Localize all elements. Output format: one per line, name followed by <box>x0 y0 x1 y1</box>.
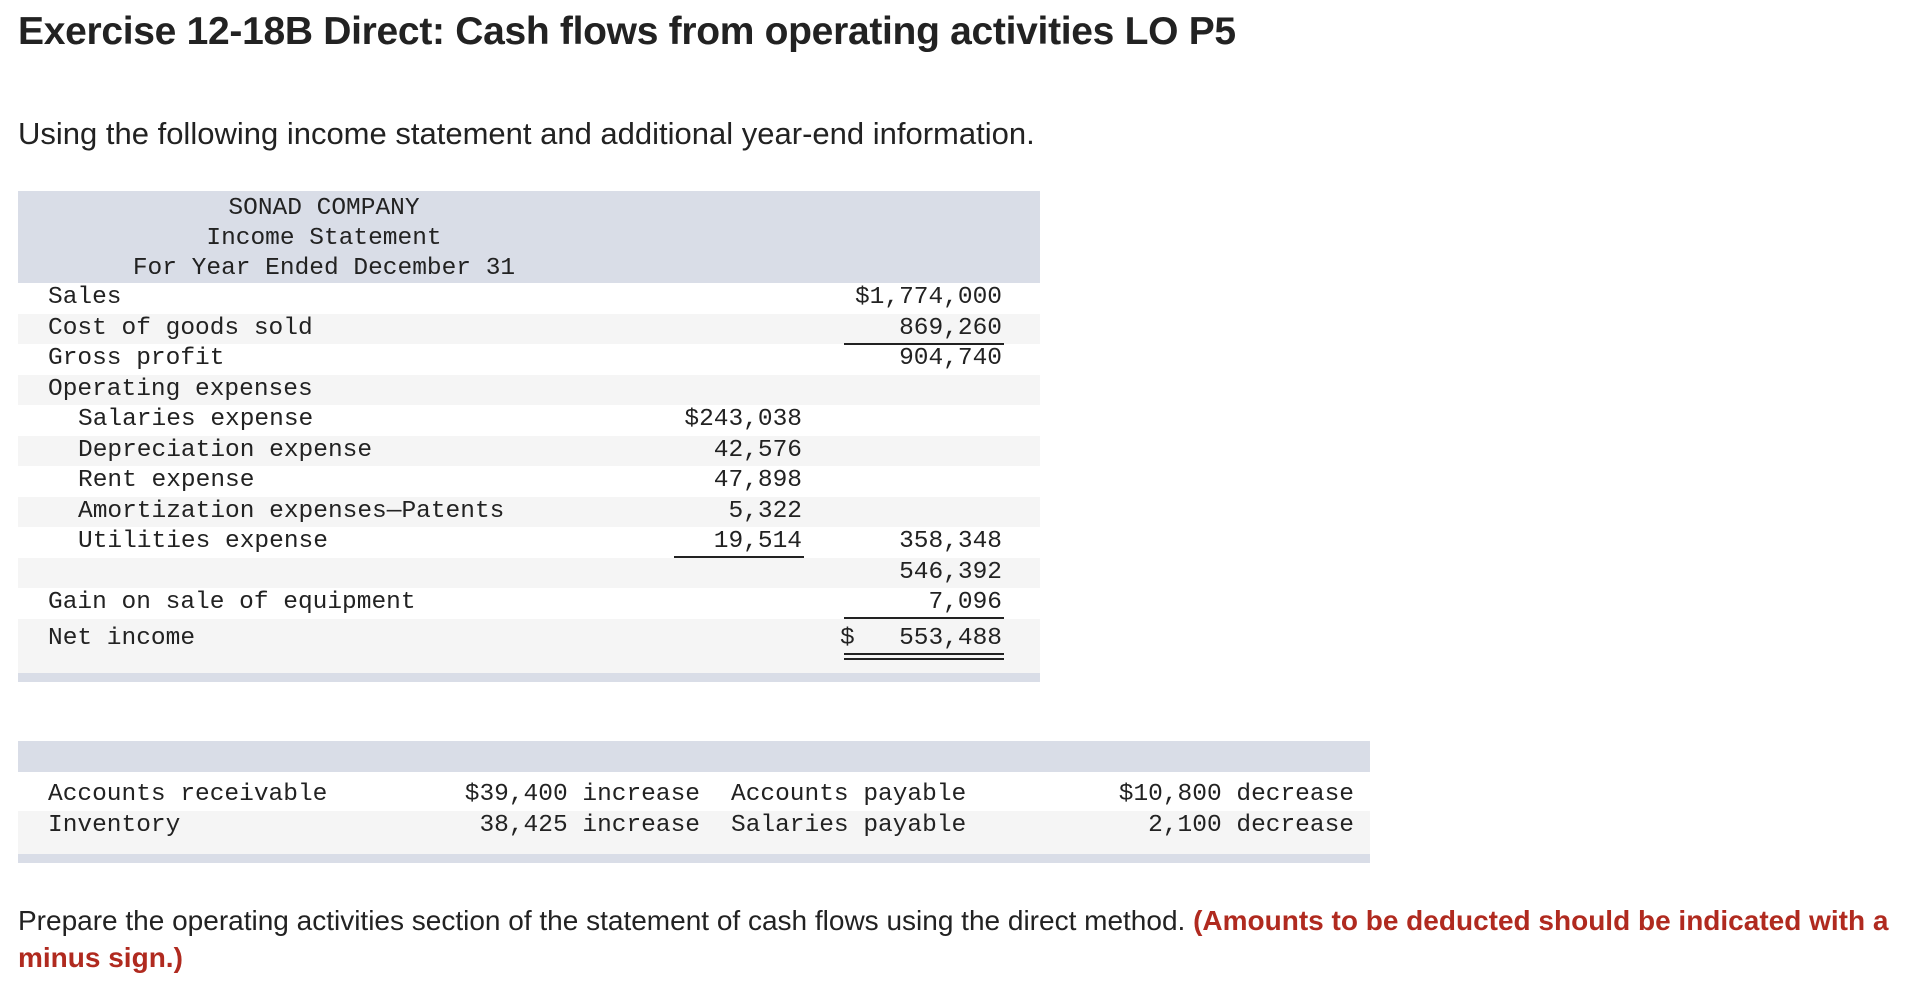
utilities-underline <box>674 556 804 558</box>
utilities-expense-value: 19,514 <box>713 528 802 555</box>
additional-info-header <box>18 741 1370 772</box>
accounts-payable-label: Accounts payable <box>731 781 967 808</box>
cogs-underline <box>844 342 1004 345</box>
income-statement-table: SONAD COMPANY Income Statement For Year … <box>18 191 1040 682</box>
row-sales: Sales $1,774,000 <box>18 283 1040 314</box>
gain-on-sale-value: 7,096 <box>928 589 1002 616</box>
utilities-expense-label: Utilities expense <box>78 528 328 555</box>
gross-profit-label: Gross profit <box>48 345 225 372</box>
operating-expenses-label: Operating expenses <box>48 375 313 403</box>
net-income-value: 553,488 <box>899 624 1002 652</box>
row-operating-expenses: Operating expenses <box>18 374 1040 405</box>
income-statement-spacer <box>18 658 1040 673</box>
operating-income-value: 546,392 <box>899 558 1002 586</box>
additional-info-table: Accounts receivable $39,400 increase Acc… <box>18 741 1370 863</box>
net-income-double-underline <box>844 652 1004 660</box>
row-salaries-expense: Salaries expense $243,038 <box>18 405 1040 436</box>
company-name: SONAD COMPANY <box>228 195 420 222</box>
row-amortization-expense: Amortization expenses—Patents 5,322 <box>18 496 1040 527</box>
salaries-payable-label: Salaries payable <box>731 811 967 839</box>
accounts-payable-change: $10,800 decrease <box>1118 781 1354 808</box>
rent-expense-label: Rent expense <box>78 467 255 494</box>
net-income-currency: $ <box>840 624 855 652</box>
additional-info-spacer-bottom <box>18 841 1370 854</box>
income-statement-header: SONAD COMPANY Income Statement For Year … <box>18 191 1040 283</box>
additional-info-row: Inventory 38,425 increase Salaries payab… <box>18 810 1370 841</box>
additional-info-bottom-bar <box>18 854 1370 863</box>
depreciation-expense-value: 42,576 <box>713 436 802 464</box>
income-statement-bottom-bar <box>18 672 1040 682</box>
inventory-label: Inventory <box>48 811 181 839</box>
salaries-expense-label: Salaries expense <box>78 406 314 433</box>
instructions: Prepare the operating activities section… <box>18 902 1908 976</box>
salaries-expense-value: $243,038 <box>684 406 802 433</box>
gross-profit-value: 904,740 <box>899 345 1002 372</box>
sales-value: $1,774,000 <box>854 284 1002 311</box>
row-rent-expense: Rent expense 47,898 <box>18 466 1040 497</box>
depreciation-expense-label: Depreciation expense <box>78 436 373 464</box>
additional-info-row: Accounts receivable $39,400 increase Acc… <box>18 780 1370 811</box>
accounts-receivable-label: Accounts receivable <box>48 781 328 808</box>
rent-expense-value: 47,898 <box>713 467 802 494</box>
row-depreciation-expense: Depreciation expense 42,576 <box>18 435 1040 466</box>
inventory-change: 38,425 increase <box>479 811 700 839</box>
net-income-label: Net income <box>48 624 196 652</box>
row-utilities-expense: Utilities expense 19,514 358,348 <box>18 527 1040 558</box>
cogs-label: Cost of goods sold <box>48 314 313 342</box>
row-operating-income: 546,392 <box>18 557 1040 588</box>
statement-period: For Year Ended December 31 <box>132 255 516 282</box>
amortization-expense-value: 5,322 <box>728 497 802 525</box>
amortization-expense-label: Amortization expenses—Patents <box>78 497 505 525</box>
statement-name: Income Statement <box>206 225 442 252</box>
row-gain-on-sale: Gain on sale of equipment 7,096 <box>18 588 1040 619</box>
cogs-value: 869,260 <box>899 314 1002 342</box>
instructions-warning: (Amounts to be deducted should be indica… <box>18 905 1889 973</box>
additional-info-spacer-top <box>18 772 1370 780</box>
accounts-receivable-change: $39,400 increase <box>464 781 700 808</box>
intro-text: Using the following income statement and… <box>18 116 1035 151</box>
sales-label: Sales <box>48 284 122 311</box>
instructions-text: Prepare the operating activities section… <box>18 905 1194 936</box>
row-cogs: Cost of goods sold 869,260 <box>18 313 1040 345</box>
gain-underline <box>844 617 1004 619</box>
row-gross-profit: Gross profit 904,740 <box>18 344 1040 375</box>
row-net-income: Net income $ 553,488 <box>18 618 1040 660</box>
total-operating-expenses-value: 358,348 <box>899 528 1002 555</box>
exercise-title: Exercise 12-18B Direct: Cash flows from … <box>18 10 1236 53</box>
salaries-payable-change: 2,100 decrease <box>1148 811 1354 839</box>
gain-on-sale-label: Gain on sale of equipment <box>48 589 416 616</box>
